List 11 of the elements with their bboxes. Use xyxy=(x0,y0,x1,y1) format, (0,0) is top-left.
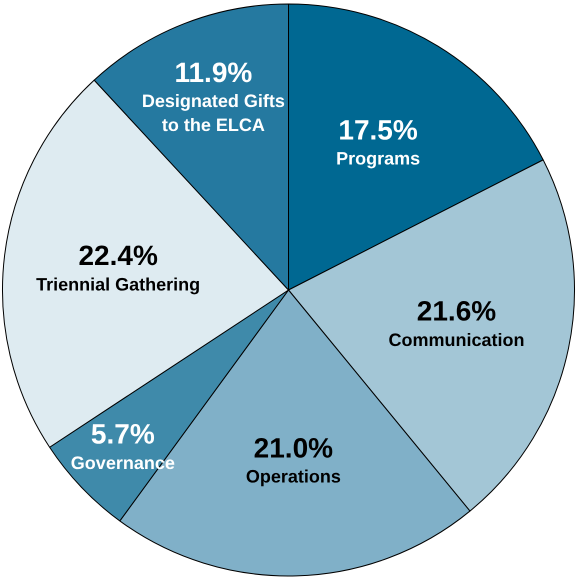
data-label: 22.4% xyxy=(78,240,158,272)
slice-label: Programs xyxy=(336,148,420,169)
data-label: 21.6% xyxy=(416,296,496,327)
slice-label: Operations xyxy=(246,466,341,486)
data-label: 5.7% xyxy=(90,418,155,450)
data-label: 21.0% xyxy=(254,432,334,464)
data-label: 11.9% xyxy=(174,56,252,88)
data-label: 17.5% xyxy=(338,114,418,146)
slice-label: Triennial Gathering xyxy=(36,274,200,294)
slice-label: Designated Gifts to the ELCA xyxy=(142,91,285,136)
slice-label: Communication xyxy=(388,330,524,350)
